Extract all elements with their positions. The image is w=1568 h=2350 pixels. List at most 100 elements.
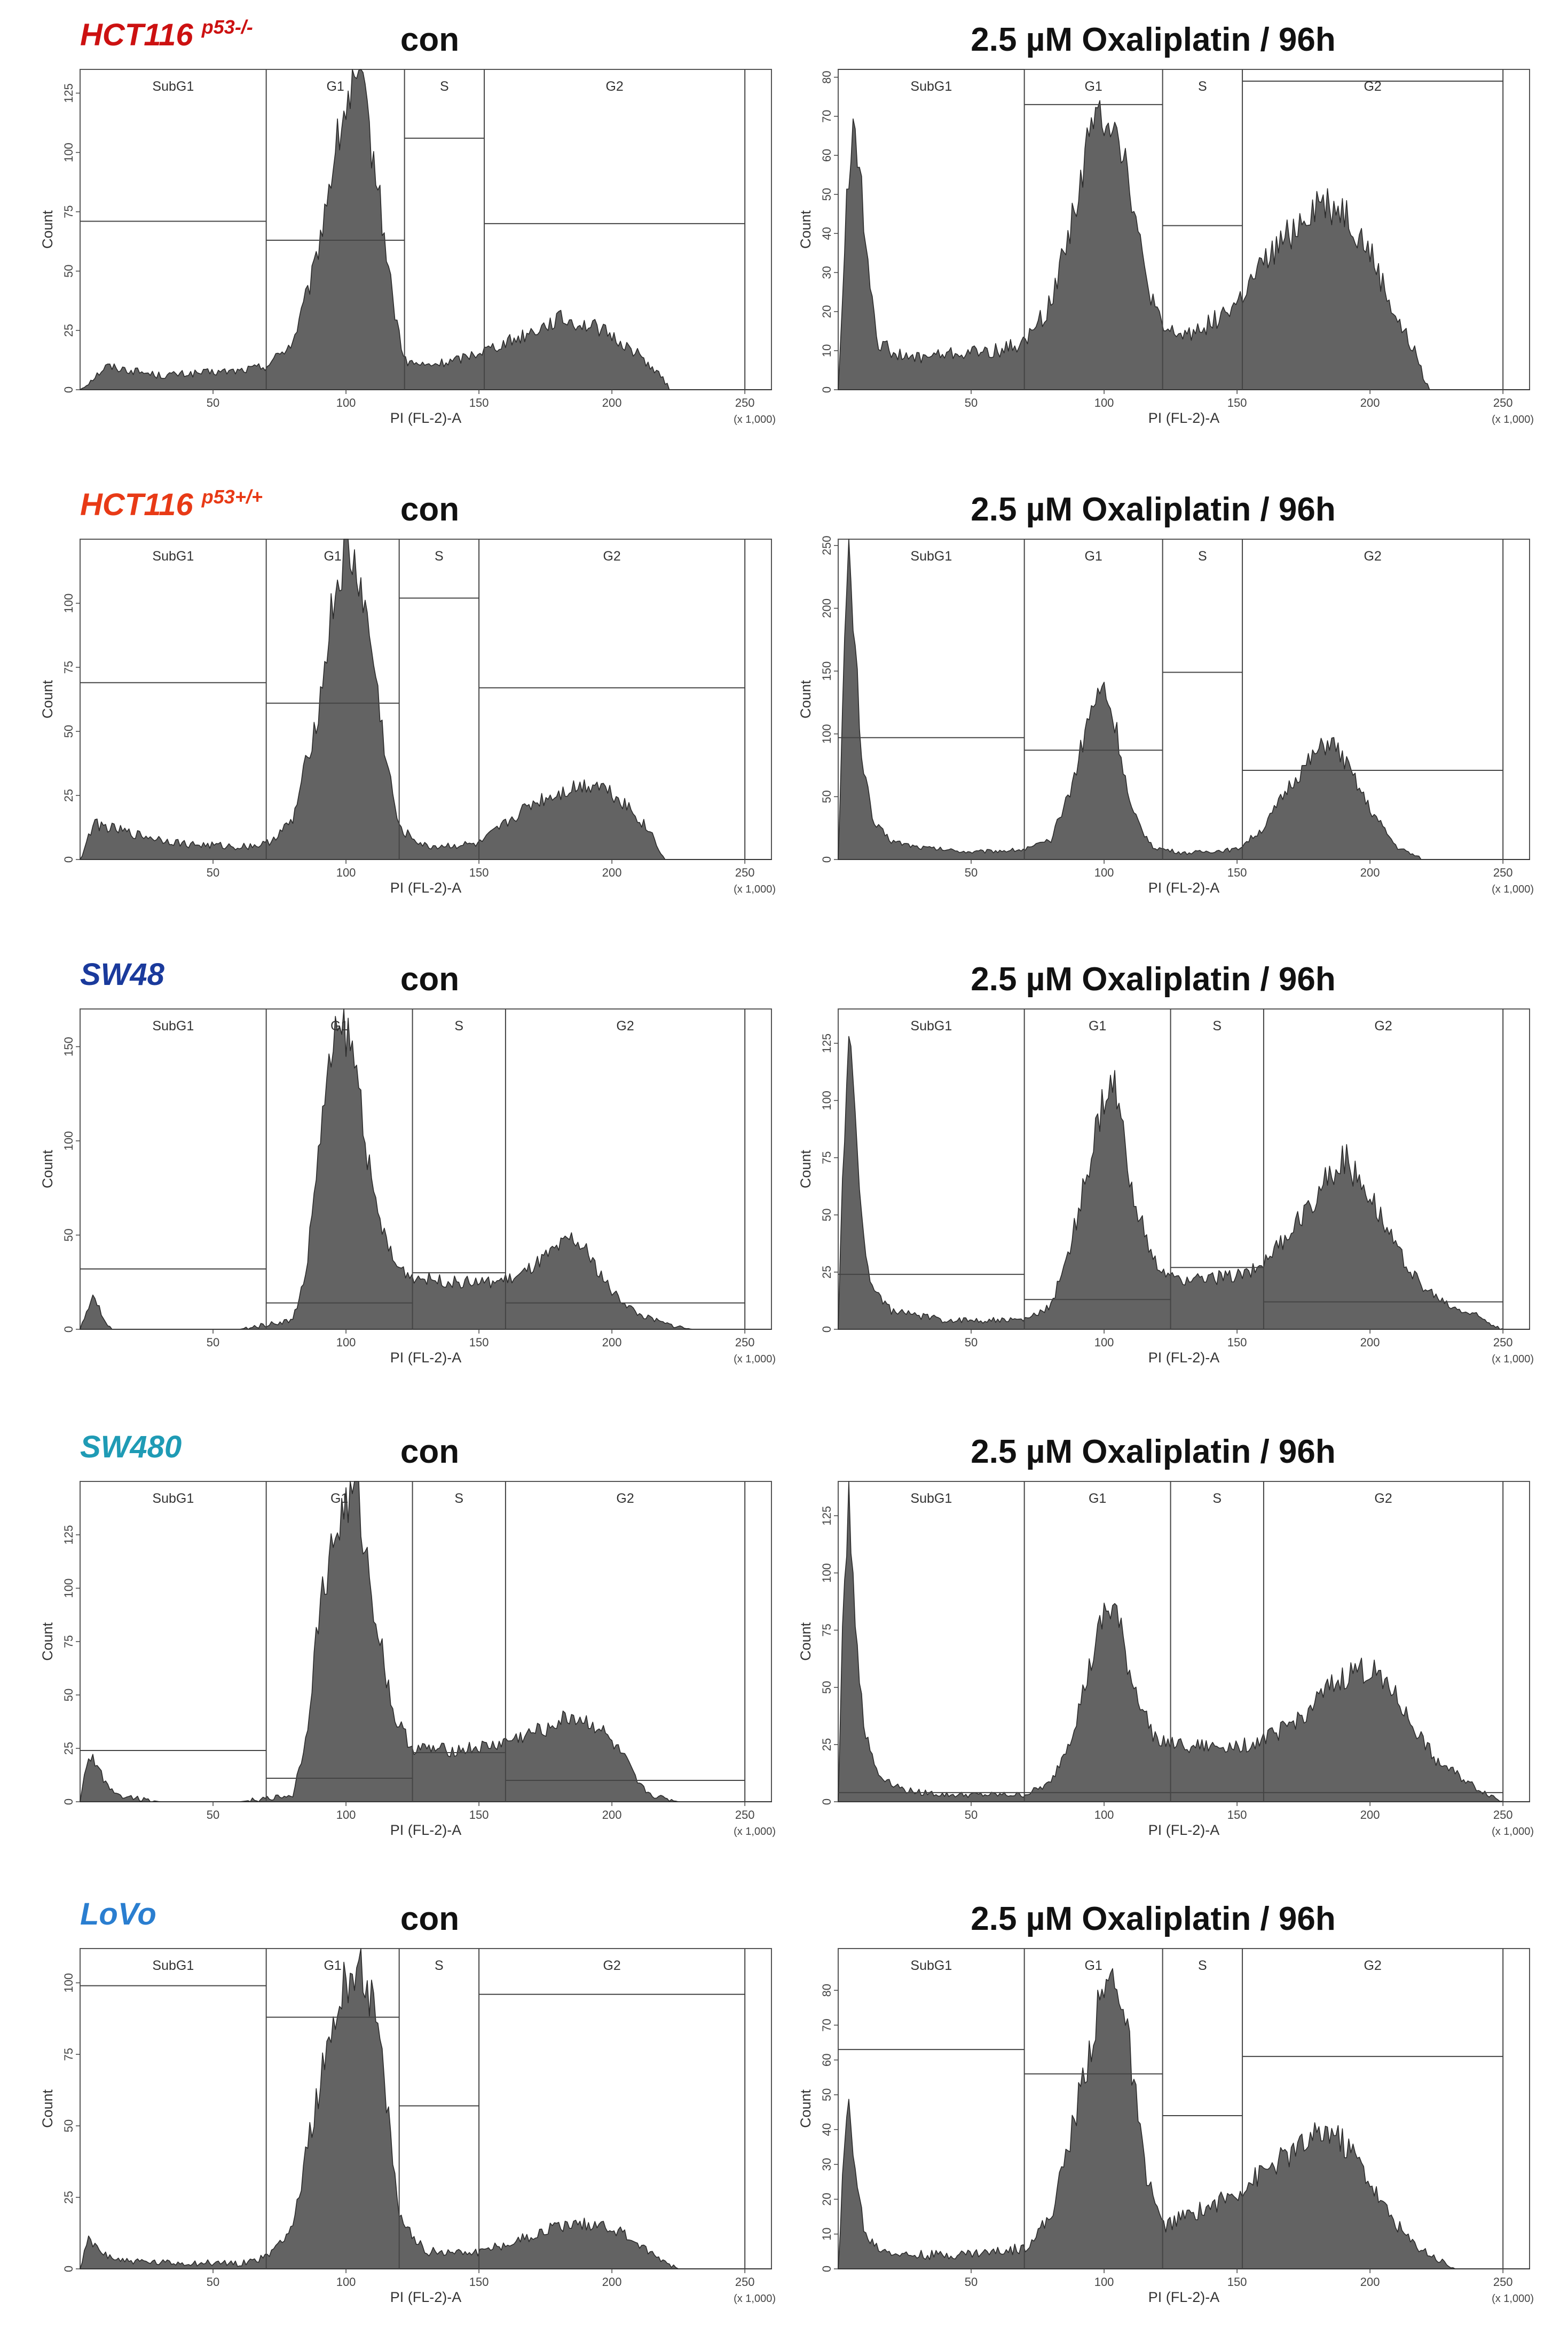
histogram-panel: SubG1 G1 S G2 0 10 20 30 40 50 60 70 80 50 100 150 200 25… <box>798 69 1534 426</box>
y-axis-label: Count <box>798 1622 814 1661</box>
cell-line-label: SW48 <box>80 957 165 992</box>
y-tick-label: 100 <box>62 143 75 162</box>
histogram-panel: SubG1 G1 S G2 0 25 50 75 100 125 50 100 150 200 250 PI … <box>40 1481 776 1838</box>
y-tick-label: 80 <box>820 1984 833 1997</box>
y-axis-label: Count <box>798 680 814 719</box>
gate-label-g1: G1 <box>1084 1958 1102 1973</box>
gate-label-s: S <box>454 1019 463 1034</box>
histogram-area <box>80 539 772 860</box>
x-tick-label: 150 <box>1227 2275 1247 2289</box>
x-tick-label: 150 <box>469 866 489 879</box>
gate-label-s: S <box>1198 549 1207 564</box>
gate-label-g2: G2 <box>1364 1958 1381 1973</box>
gate-label-subg1: SubG1 <box>152 1491 194 1506</box>
gate-label-subg1: SubG1 <box>152 79 194 94</box>
x-tick-label: 50 <box>965 1336 978 1349</box>
x-scale-note: (x 1,000) <box>1492 414 1534 425</box>
x-tick-label: 250 <box>735 396 755 409</box>
cell-line-label: LoVo <box>80 1897 156 1931</box>
histogram-area <box>838 100 1530 390</box>
y-tick-label: 20 <box>820 2193 833 2205</box>
y-tick-label: 25 <box>62 1742 75 1755</box>
y-tick-label: 100 <box>820 1091 833 1110</box>
y-tick-label: 80 <box>820 70 833 83</box>
y-axis-label: Count <box>40 1149 56 1188</box>
x-tick-label: 100 <box>336 2275 356 2289</box>
y-tick-label: 100 <box>820 1563 833 1583</box>
title-con: con <box>400 961 459 998</box>
gate-label-subg1: SubG1 <box>152 1958 194 1973</box>
gate-label-g2: G2 <box>1364 79 1381 94</box>
x-tick-label: 100 <box>336 396 356 409</box>
x-tick-label: 50 <box>207 2275 219 2289</box>
x-scale-note: (x 1,000) <box>1492 1353 1534 1365</box>
plot-frame <box>838 1008 1530 1330</box>
y-tick-label: 25 <box>62 324 75 337</box>
gate-label-g1: G1 <box>1089 1491 1106 1506</box>
x-tick-label: 150 <box>469 2275 489 2289</box>
x-tick-label: 50 <box>207 866 219 879</box>
x-tick-label: 50 <box>965 866 978 879</box>
x-tick-label: 150 <box>1227 866 1247 879</box>
gate-label-g2: G2 <box>1364 549 1381 564</box>
plot-frame <box>80 539 772 860</box>
y-tick-label: 25 <box>62 2191 75 2204</box>
y-axis-label: Count <box>798 1149 814 1188</box>
y-tick-label: 75 <box>62 2048 75 2061</box>
x-tick-label: 100 <box>1094 1808 1114 1821</box>
histogram-panel: SubG1 G1 S G2 0 10 20 30 40 50 60 70 80 50 100 150 200 25… <box>798 1948 1534 2305</box>
x-tick-label: 100 <box>1094 1336 1114 1349</box>
gate-label-subg1: SubG1 <box>910 549 952 564</box>
y-tick-label: 250 <box>820 535 833 555</box>
y-tick-label: 25 <box>62 789 75 802</box>
y-tick-label: 50 <box>820 2088 833 2101</box>
x-tick-label: 200 <box>1360 1808 1380 1821</box>
title-con: con <box>400 491 459 528</box>
y-tick-label: 0 <box>62 1799 75 1805</box>
title-treated: 2.5 µM Oxaliplatin / 96h <box>971 1433 1335 1470</box>
y-tick-label: 75 <box>62 661 75 674</box>
x-scale-note: (x 1,000) <box>734 1353 776 1365</box>
x-tick-label: 200 <box>602 1336 622 1349</box>
plot-frame <box>80 1948 772 2269</box>
x-tick-label: 100 <box>1094 2275 1114 2289</box>
x-scale-note: (x 1,000) <box>734 884 776 895</box>
y-tick-label: 50 <box>62 725 75 738</box>
y-tick-label: 0 <box>820 1799 833 1805</box>
x-tick-label: 150 <box>1227 396 1247 409</box>
x-tick-label: 50 <box>965 2275 978 2289</box>
y-tick-label: 200 <box>820 598 833 618</box>
x-scale-note: (x 1,000) <box>734 1826 776 1838</box>
y-tick-label: 50 <box>62 1689 75 1701</box>
cell-line-name: SW480 <box>80 1430 182 1464</box>
gate-label-g1: G1 <box>1084 79 1102 94</box>
x-tick-label: 200 <box>602 866 622 879</box>
x-axis-label: PI (FL-2)-A <box>1148 1350 1220 1366</box>
y-tick-label: 10 <box>820 2228 833 2241</box>
y-axis-label: Count <box>40 1622 56 1661</box>
x-tick-label: 200 <box>1360 396 1380 409</box>
histogram-panel: SubG1 G1 S G2 0 25 50 75 100 125 50 100 150 200 250 PI … <box>798 1008 1534 1366</box>
gate-label-subg1: SubG1 <box>152 1019 194 1034</box>
x-scale-note: (x 1,000) <box>1492 1826 1534 1838</box>
x-tick-label: 100 <box>336 866 356 879</box>
y-tick-label: 0 <box>820 2266 833 2272</box>
x-scale-note: (x 1,000) <box>734 2293 776 2305</box>
x-axis-label: PI (FL-2)-A <box>1148 410 1220 426</box>
gate-label-s: S <box>1198 1958 1207 1973</box>
title-treated: 2.5 µM Oxaliplatin / 96h <box>971 961 1335 998</box>
y-tick-label: 75 <box>820 1623 833 1636</box>
x-tick-label: 250 <box>735 866 755 879</box>
y-axis-label: Count <box>798 210 814 249</box>
y-tick-label: 0 <box>62 1326 75 1332</box>
y-tick-label: 25 <box>820 1266 833 1279</box>
y-axis-label: Count <box>40 2089 56 2128</box>
x-axis-label: PI (FL-2)-A <box>390 880 462 896</box>
y-tick-label: 50 <box>62 1228 75 1241</box>
plot-frame <box>80 69 772 390</box>
x-tick-label: 250 <box>735 1336 755 1349</box>
y-tick-label: 0 <box>62 387 75 393</box>
title-treated: 2.5 µM Oxaliplatin / 96h <box>971 1900 1335 1937</box>
title-con: con <box>400 21 459 58</box>
